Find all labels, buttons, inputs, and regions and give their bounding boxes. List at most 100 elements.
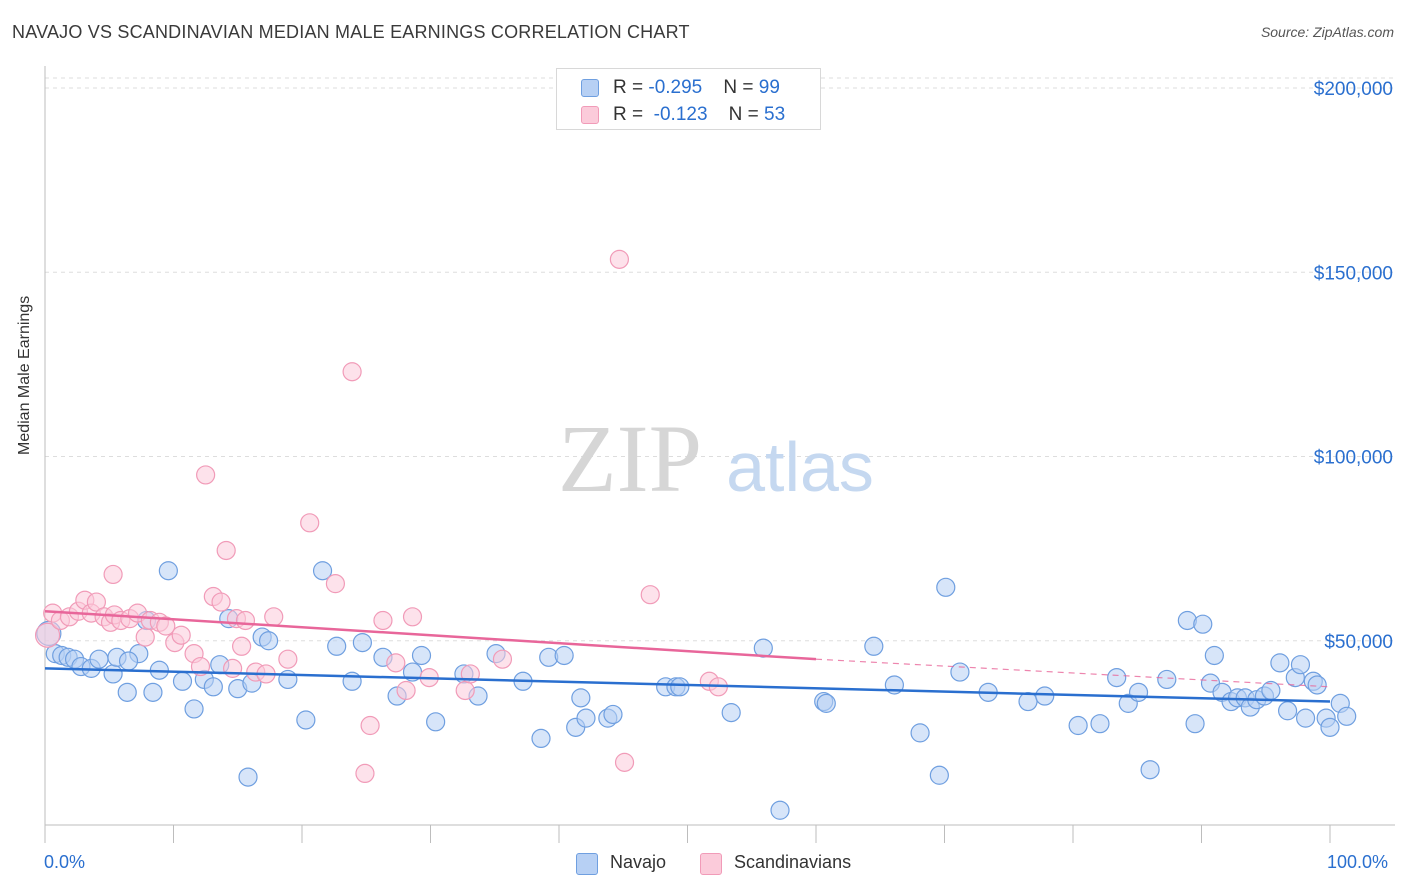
data-point-navajo xyxy=(1035,686,1055,706)
data-point-scandinavians xyxy=(34,622,61,648)
data-point-navajo xyxy=(1290,655,1311,675)
data-point-scandinavians xyxy=(300,513,320,533)
y-tick-label: $50,000 xyxy=(1324,632,1393,653)
gridlines xyxy=(45,77,1395,642)
data-point-scandinavians xyxy=(223,658,243,678)
data-point-navajo xyxy=(1107,667,1127,688)
x-tick-label-max: 100.0% xyxy=(1327,852,1389,872)
y-tick-labels: $50,000 $100,000 $150,000 $200,000 xyxy=(1314,79,1393,653)
data-point-navajo xyxy=(1018,691,1038,712)
stats-legend: R = -0.295 N = 99 R = -0.123 N = 53 xyxy=(556,68,821,130)
data-point-scandinavians xyxy=(264,607,284,627)
data-point-scandinavians xyxy=(216,540,236,561)
data-point-navajo xyxy=(278,669,298,690)
data-point-navajo xyxy=(929,765,949,785)
watermark: ZIP atlas xyxy=(558,405,874,512)
data-point-navajo xyxy=(1337,706,1357,726)
source-label: Source: ZipAtlas.com xyxy=(1260,24,1394,40)
data-point-navajo xyxy=(1204,645,1224,666)
legend-swatch-scandinavians xyxy=(581,106,599,124)
data-point-navajo xyxy=(721,703,741,723)
data-point-scandinavians xyxy=(196,465,216,485)
data-point-navajo xyxy=(158,561,178,581)
data-point-scandinavians xyxy=(386,653,406,673)
data-point-navajo xyxy=(238,767,258,787)
data-point-navajo xyxy=(411,645,432,666)
trend-line-scandinavians xyxy=(44,610,817,661)
r-label: R = xyxy=(613,104,649,125)
watermark-zip: ZIP xyxy=(558,405,702,512)
trend-lines xyxy=(44,610,1331,703)
axes xyxy=(44,66,1395,843)
data-point-navajo xyxy=(1157,669,1177,690)
data-point-navajo xyxy=(203,677,223,697)
data-point-navajo xyxy=(1128,682,1149,702)
data-point-navajo xyxy=(1277,701,1298,721)
data-point-navajo xyxy=(571,688,591,708)
data-point-scandinavians xyxy=(492,649,513,669)
data-point-scandinavians xyxy=(211,592,231,612)
data-point-scandinavians xyxy=(373,610,393,631)
data-point-navajo xyxy=(1295,708,1316,728)
data-point-scandinavians xyxy=(156,616,176,636)
data-point-scandinavians xyxy=(171,625,191,645)
data-point-navajo xyxy=(950,662,970,682)
legend-swatch-navajo xyxy=(576,853,598,875)
legend-label-scandinavians: Scandinavians xyxy=(734,852,852,872)
n-label: N = xyxy=(728,104,765,125)
data-point-navajo xyxy=(117,682,137,702)
data-point-scandinavians xyxy=(355,763,375,784)
data-point-navajo xyxy=(1185,714,1205,734)
data-point-navajo xyxy=(172,671,193,691)
data-point-navajo xyxy=(770,800,790,820)
data-point-navajo xyxy=(143,682,163,702)
data-point-navajo xyxy=(327,636,347,656)
legend-label-navajo: Navajo xyxy=(610,852,667,872)
data-point-navajo xyxy=(103,664,123,684)
data-point-navajo xyxy=(1193,614,1213,634)
legend-swatch-navajo xyxy=(581,79,599,97)
series-navajo xyxy=(36,561,1357,820)
data-point-navajo xyxy=(426,712,446,732)
data-point-navajo xyxy=(554,645,574,666)
data-point-navajo xyxy=(576,708,596,728)
data-point-scandinavians xyxy=(86,592,107,612)
data-point-navajo xyxy=(816,693,836,713)
data-point-scandinavians xyxy=(232,636,252,656)
data-point-navajo xyxy=(352,632,372,653)
data-point-navajo xyxy=(1140,760,1160,780)
data-point-scandinavians xyxy=(135,627,155,647)
y-tick-label: $100,000 xyxy=(1314,448,1393,469)
data-point-navajo xyxy=(312,561,333,581)
n-label: N = xyxy=(723,77,759,98)
r-label: R = xyxy=(613,77,649,98)
data-point-scandinavians xyxy=(325,574,346,594)
data-point-scandinavians xyxy=(402,607,423,627)
data-point-navajo xyxy=(258,631,279,651)
data-point-navajo xyxy=(936,577,956,597)
data-point-navajo xyxy=(531,728,551,749)
watermark-atlas: atlas xyxy=(726,428,874,506)
r-value-scandinavians: -0.123 xyxy=(653,104,708,125)
n-value-scandinavians: 53 xyxy=(764,104,786,125)
data-point-scandinavians xyxy=(396,680,416,701)
data-point-scandinavians xyxy=(360,715,380,736)
chart-title: NAVAJO VS SCANDINAVIAN MEDIAN MALE EARNI… xyxy=(12,22,690,42)
data-point-scandinavians xyxy=(614,752,635,772)
data-point-navajo xyxy=(864,636,884,656)
data-point-navajo xyxy=(1320,717,1340,737)
x-tick-label-min: 0.0% xyxy=(44,852,86,872)
trend-line-scandinavians-extension xyxy=(815,658,1331,688)
data-point-navajo xyxy=(1068,715,1088,736)
data-point-navajo xyxy=(1090,714,1110,734)
data-point-navajo xyxy=(118,651,139,671)
n-value-navajo: 99 xyxy=(758,77,780,98)
legend-swatch-scandinavians xyxy=(700,853,722,875)
data-point-navajo xyxy=(910,723,930,743)
y-axis-label: Median Male Earnings xyxy=(16,295,33,455)
data-point-navajo xyxy=(603,704,623,725)
data-point-scandinavians xyxy=(278,649,298,669)
data-point-scandinavians xyxy=(609,249,629,269)
y-tick-label: $200,000 xyxy=(1314,79,1393,100)
